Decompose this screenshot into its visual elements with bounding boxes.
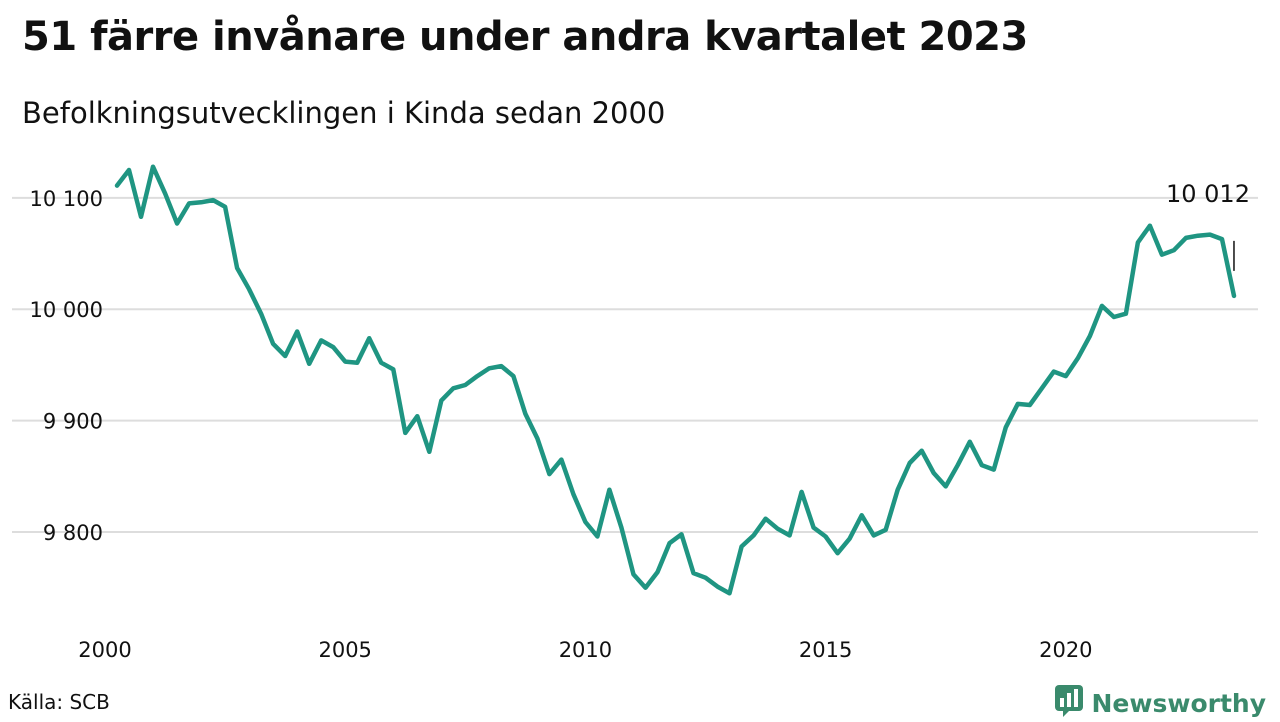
chart-title: 51 färre invånare under andra kvartalet … — [22, 14, 1028, 60]
brand-name: Newsworthy — [1091, 688, 1267, 718]
y-tick-label: 10 000 — [30, 298, 103, 322]
x-tick-label: 2010 — [559, 638, 612, 662]
x-tick-label: 2005 — [318, 638, 371, 662]
end-value-label: 10 012 — [1166, 180, 1250, 208]
series-line-layer — [114, 164, 1237, 596]
source-label: Källa: SCB — [8, 690, 110, 714]
x-tick-label: 2015 — [799, 638, 852, 662]
y-tick-label: 9 900 — [43, 410, 103, 434]
newsworthy-logo-icon — [1054, 684, 1084, 722]
end-annotation: 10 012 — [1166, 180, 1250, 271]
x-tick-label: 2020 — [1039, 638, 1092, 662]
x-tick-label: 2000 — [78, 638, 131, 662]
x-axis-tick-labels: 2000 2005 2010 2015 2020 — [78, 638, 1092, 662]
series-line — [114, 164, 1237, 596]
y-axis-tick-labels: 9 800 9 900 10 000 10 100 — [30, 187, 103, 545]
gridlines — [12, 196, 1258, 534]
brand-logo: Newsworthy — [1054, 684, 1267, 722]
y-tick-label: 10 100 — [30, 187, 103, 211]
chart-subtitle: Befolkningsutvecklingen i Kinda sedan 20… — [22, 96, 666, 130]
y-tick-label: 9 800 — [43, 521, 103, 545]
